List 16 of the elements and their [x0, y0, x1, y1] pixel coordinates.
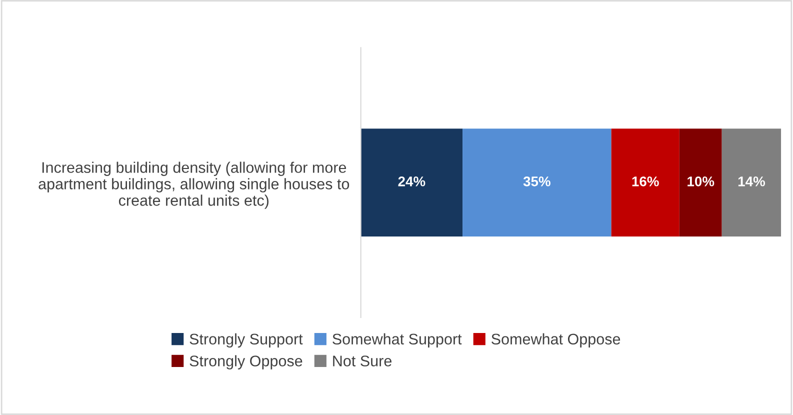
bar — [679, 128, 722, 237]
legend-label: Somewhat Oppose — [492, 333, 620, 348]
text: 14% — [738, 176, 766, 186]
text: 16% — [632, 176, 659, 186]
legend-label: Somewhat Support — [332, 333, 462, 348]
text: 35% — [523, 176, 550, 186]
legend-label: Strongly Oppose — [190, 355, 302, 370]
bar — [611, 128, 680, 237]
bar — [360, 128, 463, 237]
text: 10% — [688, 176, 714, 186]
legend-label: Not Sure — [333, 356, 392, 366]
legend-label: Strongly Support — [190, 333, 303, 348]
y-tick-label: Increasing building density (allowing for more apartment buildings, allowing single houses to create rental units etc) — [38, 162, 350, 209]
bar — [722, 128, 782, 237]
bar — [462, 128, 612, 237]
text: 24% — [398, 176, 426, 186]
